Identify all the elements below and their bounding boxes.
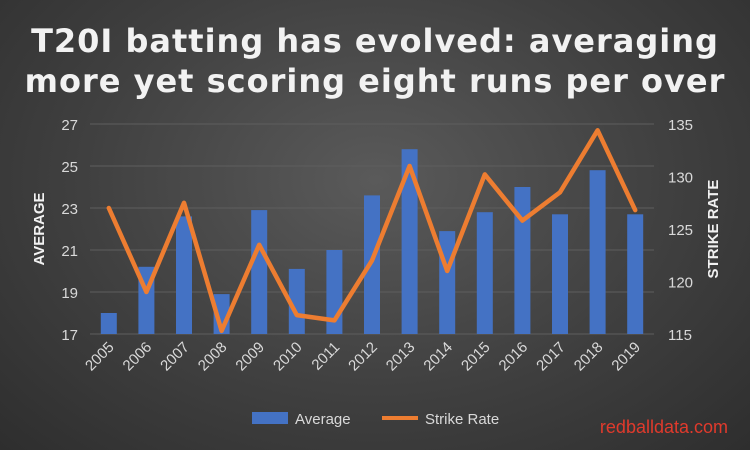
y-tick-label-left: 25 <box>61 159 78 176</box>
bar-average-2015 <box>476 212 493 334</box>
y-tick-label-right: 125 <box>668 222 693 239</box>
bar-series <box>100 149 644 334</box>
bar-average-2016 <box>514 187 531 334</box>
bar-average-2018 <box>589 170 606 334</box>
y-tick-label-right: 135 <box>668 117 693 134</box>
x-tick-label: 2006 <box>120 339 156 375</box>
y-tick-label-left: 27 <box>61 117 78 134</box>
bar-average-2009 <box>251 210 268 334</box>
bar-average-2013 <box>401 149 418 334</box>
y-axis-right: 115 120 125 130 135 <box>668 117 693 344</box>
chart-title-line1: T20I batting has evolved: averaging <box>31 22 719 60</box>
x-tick-label: 2010 <box>270 339 306 375</box>
y-tick-label-left: 17 <box>61 327 78 344</box>
y-axis-right-title: STRIKE RATE <box>705 180 722 279</box>
x-tick-label: 2009 <box>232 339 268 375</box>
bar-average-2005 <box>100 313 117 334</box>
line-series <box>106 128 638 334</box>
legend-swatch-average <box>252 412 288 424</box>
chart-title-line2: more yet scoring eight runs per over <box>24 62 726 100</box>
x-tick-label: 2011 <box>308 339 343 374</box>
x-tick-label: 2008 <box>195 339 231 375</box>
x-tick-label: 2014 <box>420 339 456 375</box>
x-tick-label: 2019 <box>608 339 644 375</box>
x-tick-label: 2007 <box>157 339 193 375</box>
y-tick-label-left: 19 <box>61 285 78 302</box>
x-tick-label: 2012 <box>345 339 381 375</box>
y-tick-label-left: 21 <box>61 243 78 260</box>
x-tick-label: 2015 <box>458 339 494 375</box>
y-tick-label-right: 120 <box>668 275 693 292</box>
y-tick-label-left: 23 <box>61 201 78 218</box>
y-axis-left: 17 19 21 23 25 27 <box>61 117 78 344</box>
bar-average-2019 <box>627 214 644 334</box>
bar-average-2014 <box>439 231 456 334</box>
x-tick-label: 2018 <box>571 339 607 375</box>
bar-average-2007 <box>176 216 192 334</box>
legend-label-strike-rate: Strike Rate <box>425 411 499 428</box>
y-axis-left-title: AVERAGE <box>31 192 48 265</box>
legend-label-average: Average <box>295 411 351 428</box>
x-tick-label: 2017 <box>533 339 569 375</box>
y-tick-label-right: 130 <box>668 170 693 187</box>
legend: Average Strike Rate <box>252 411 499 428</box>
x-tick-label: 2016 <box>496 339 532 375</box>
x-tick-label: 2013 <box>383 339 419 375</box>
bar-average-2017 <box>552 214 568 334</box>
watermark: redballdata.com <box>599 417 728 437</box>
y-tick-label-right: 115 <box>668 327 692 344</box>
x-tick-label: 2005 <box>82 339 118 375</box>
x-axis: 2005 2006 2007 2008 2009 2010 2011 2012 2013 2014… <box>82 339 644 375</box>
